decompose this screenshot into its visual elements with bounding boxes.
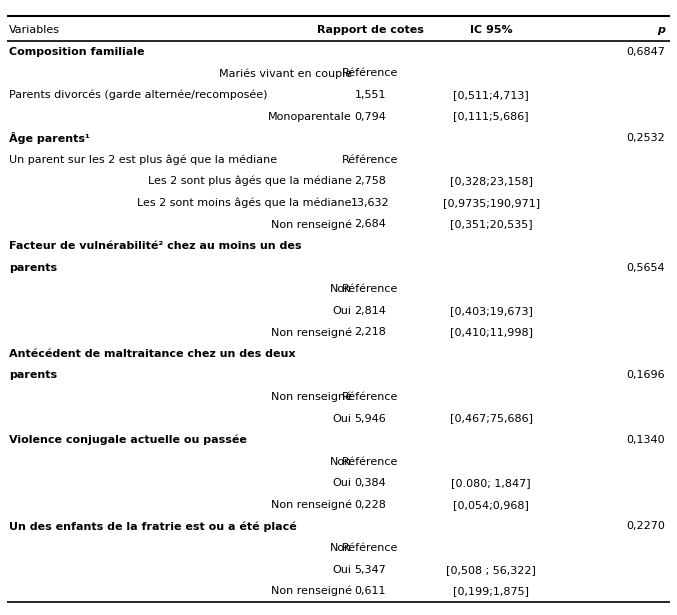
Text: Les 2 sont plus âgés que la médiane: Les 2 sont plus âgés que la médiane <box>148 176 352 186</box>
Text: [0,403;19,673]: [0,403;19,673] <box>450 306 533 315</box>
Text: Référence: Référence <box>342 543 399 553</box>
Text: Violence conjugale actuelle ou passée: Violence conjugale actuelle ou passée <box>9 435 246 445</box>
Text: parents: parents <box>9 263 57 272</box>
Text: 0,611: 0,611 <box>355 586 386 596</box>
Text: [0,410;11,998]: [0,410;11,998] <box>450 327 533 337</box>
Text: Composition familiale: Composition familiale <box>9 47 144 57</box>
Text: Les 2 sont moins âgés que la médiane: Les 2 sont moins âgés que la médiane <box>137 197 352 208</box>
Text: Un des enfants de la fratrie est ou a été placé: Un des enfants de la fratrie est ou a ét… <box>9 521 297 532</box>
Text: 1,551: 1,551 <box>355 90 386 100</box>
Text: Mariés vivant en couple: Mariés vivant en couple <box>219 68 352 79</box>
Text: Oui: Oui <box>333 565 352 574</box>
Text: 0,6847: 0,6847 <box>626 47 665 57</box>
Text: Antécédent de maltraitance chez un des deux: Antécédent de maltraitance chez un des d… <box>9 349 295 359</box>
Text: [0,467;75,686]: [0,467;75,686] <box>450 413 533 424</box>
Text: Non renseigné: Non renseigné <box>271 327 352 338</box>
Text: [0.080; 1,847]: [0.080; 1,847] <box>452 478 531 488</box>
Text: 0,5654: 0,5654 <box>626 263 665 272</box>
Text: Oui: Oui <box>333 413 352 424</box>
Text: Non: Non <box>330 284 352 294</box>
Text: [0,199;1,875]: [0,199;1,875] <box>453 586 529 596</box>
Text: Oui: Oui <box>333 478 352 488</box>
Text: Facteur de vulnérabilité² chez au moins un des: Facteur de vulnérabilité² chez au moins … <box>9 241 301 251</box>
Text: [0,511;4,713]: [0,511;4,713] <box>453 90 529 100</box>
Text: Non: Non <box>330 457 352 467</box>
Text: [0,508 ; 56,322]: [0,508 ; 56,322] <box>446 565 536 574</box>
Text: 2,814: 2,814 <box>354 306 387 315</box>
Text: Un parent sur les 2 est plus âgé que la médiane: Un parent sur les 2 est plus âgé que la … <box>9 154 277 165</box>
Text: [0,9735;190,971]: [0,9735;190,971] <box>443 198 540 208</box>
Text: 0,1340: 0,1340 <box>626 435 665 445</box>
Text: Parents divorcés (garde alternée/recomposée): Parents divorcés (garde alternée/recompo… <box>9 90 267 100</box>
Text: 0,794: 0,794 <box>354 111 387 122</box>
Text: [0,328;23,158]: [0,328;23,158] <box>450 177 533 186</box>
Text: Âge parents¹: Âge parents¹ <box>9 132 89 144</box>
Text: 5,946: 5,946 <box>355 413 386 424</box>
Text: Référence: Référence <box>342 457 399 467</box>
Text: Oui: Oui <box>333 306 352 315</box>
Text: IC 95%: IC 95% <box>470 25 512 35</box>
Text: Référence: Référence <box>342 392 399 402</box>
Text: 0,2270: 0,2270 <box>626 522 665 531</box>
Text: 2,684: 2,684 <box>354 220 387 229</box>
Text: Référence: Référence <box>342 154 399 165</box>
Text: [0,054;0,968]: [0,054;0,968] <box>453 500 529 510</box>
Text: Rapport de cotes: Rapport de cotes <box>317 25 424 35</box>
Text: 2,218: 2,218 <box>354 327 387 337</box>
Text: Référence: Référence <box>342 68 399 78</box>
Text: 2,758: 2,758 <box>354 177 387 186</box>
Text: Variables: Variables <box>9 25 60 35</box>
Text: Non: Non <box>330 543 352 553</box>
Text: Non renseigné: Non renseigné <box>271 586 352 597</box>
Text: 0,228: 0,228 <box>354 500 387 510</box>
Text: Non renseigné: Non renseigné <box>271 219 352 229</box>
Text: p: p <box>657 25 665 35</box>
Text: [0,111;5,686]: [0,111;5,686] <box>454 111 529 122</box>
Text: 0,2532: 0,2532 <box>626 133 665 143</box>
Text: 13,632: 13,632 <box>351 198 390 208</box>
Text: 0,1696: 0,1696 <box>626 370 665 381</box>
Text: Non renseigné: Non renseigné <box>271 392 352 402</box>
Text: 5,347: 5,347 <box>355 565 386 574</box>
Text: [0,351;20,535]: [0,351;20,535] <box>450 220 532 229</box>
Text: Référence: Référence <box>342 284 399 294</box>
Text: parents: parents <box>9 370 57 381</box>
Text: 0,384: 0,384 <box>355 478 386 488</box>
Text: Non renseigné: Non renseigné <box>271 499 352 510</box>
Text: Monoparentale: Monoparentale <box>268 111 352 122</box>
